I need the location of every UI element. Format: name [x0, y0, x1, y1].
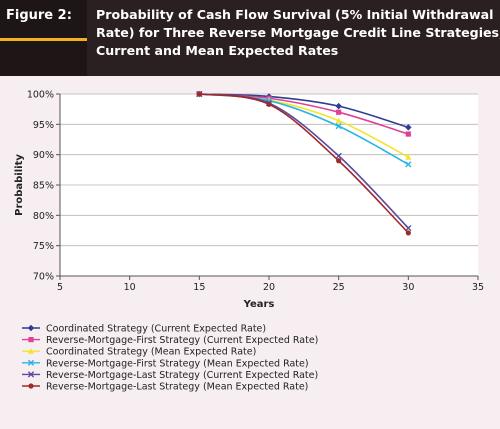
x-tick-label: 20 [263, 282, 275, 293]
data-point [196, 91, 202, 97]
x-tick-label: 10 [124, 282, 136, 293]
series-line [199, 93, 409, 234]
data-point [335, 123, 342, 130]
data-point [405, 124, 412, 131]
data-point [405, 224, 412, 232]
data-point [336, 158, 342, 164]
data-point [335, 152, 342, 159]
data-point [335, 102, 342, 110]
y-tick-label: 75% [33, 241, 54, 252]
data-point [405, 230, 411, 236]
figure-label-box: Figure 2: [0, 0, 87, 76]
chart-title-line: Rate) for Three Reverse Mortgage Credit … [96, 25, 500, 40]
x-tick-label: 5 [57, 282, 63, 293]
y-tick-label: 90% [33, 150, 54, 161]
legend-entry: Reverse-Mortgage-Last Strategy (Current … [46, 370, 318, 381]
x-tick-label: 35 [472, 282, 484, 293]
data-point [335, 117, 342, 124]
y-axis-title: Probability [14, 154, 25, 216]
chart-area: 70% 75% 80% 85% 90% 95% 100% 5 10 15 20 25 30 35 Years… [0, 76, 500, 425]
chart-title-line: Current and Mean Expected Rates [96, 43, 339, 58]
data-point [336, 109, 342, 115]
legend-swatch-marker [27, 359, 35, 366]
legend-swatch-marker [28, 383, 34, 389]
y-tick-label: 100% [27, 90, 54, 101]
legend-swatch-marker [28, 337, 34, 343]
y-tick-label: 70% [33, 272, 54, 283]
legend-entry: Reverse-Mortgage-Last Strategy (Mean Exp… [46, 382, 308, 393]
line-chart: 70% 75% 80% 85% 90% 95% 100% 5 10 15 20 25 30 35 Years… [14, 90, 484, 393]
legend-swatch-marker [27, 324, 35, 332]
x-tick-label: 30 [402, 282, 414, 293]
data-point [405, 161, 412, 168]
figure-accent-bar [0, 38, 87, 41]
figure-label: Figure 2: [6, 8, 72, 23]
chart-title-line: Probability of Cash Flow Survival (5% In… [96, 7, 494, 22]
y-tick-label: 95% [33, 120, 54, 131]
legend-swatch-marker [27, 371, 35, 378]
y-tick-label: 85% [33, 181, 54, 192]
figure-header: Figure 2: Probability of Cash Flow Survi… [0, 0, 500, 76]
x-tick-label: 25 [333, 282, 345, 293]
data-point [266, 101, 272, 107]
legend-entry: Reverse-Mortgage-First Strategy (Mean Ex… [46, 358, 309, 369]
legend-entry: Coordinated Strategy (Current Expected R… [46, 324, 266, 335]
legend-entry: Coordinated Strategy (Mean Expected Rate… [46, 347, 256, 358]
legend-swatch-marker [27, 348, 35, 354]
x-tick-label: 15 [193, 282, 205, 293]
legend-entry: Reverse-Mortgage-First Strategy (Current… [46, 335, 318, 346]
x-axis-title: Years [243, 299, 275, 310]
data-point [405, 153, 412, 160]
y-tick-label: 80% [33, 211, 54, 222]
chart-title: Probability of Cash Flow Survival (5% In… [96, 6, 500, 60]
data-point [405, 131, 411, 137]
